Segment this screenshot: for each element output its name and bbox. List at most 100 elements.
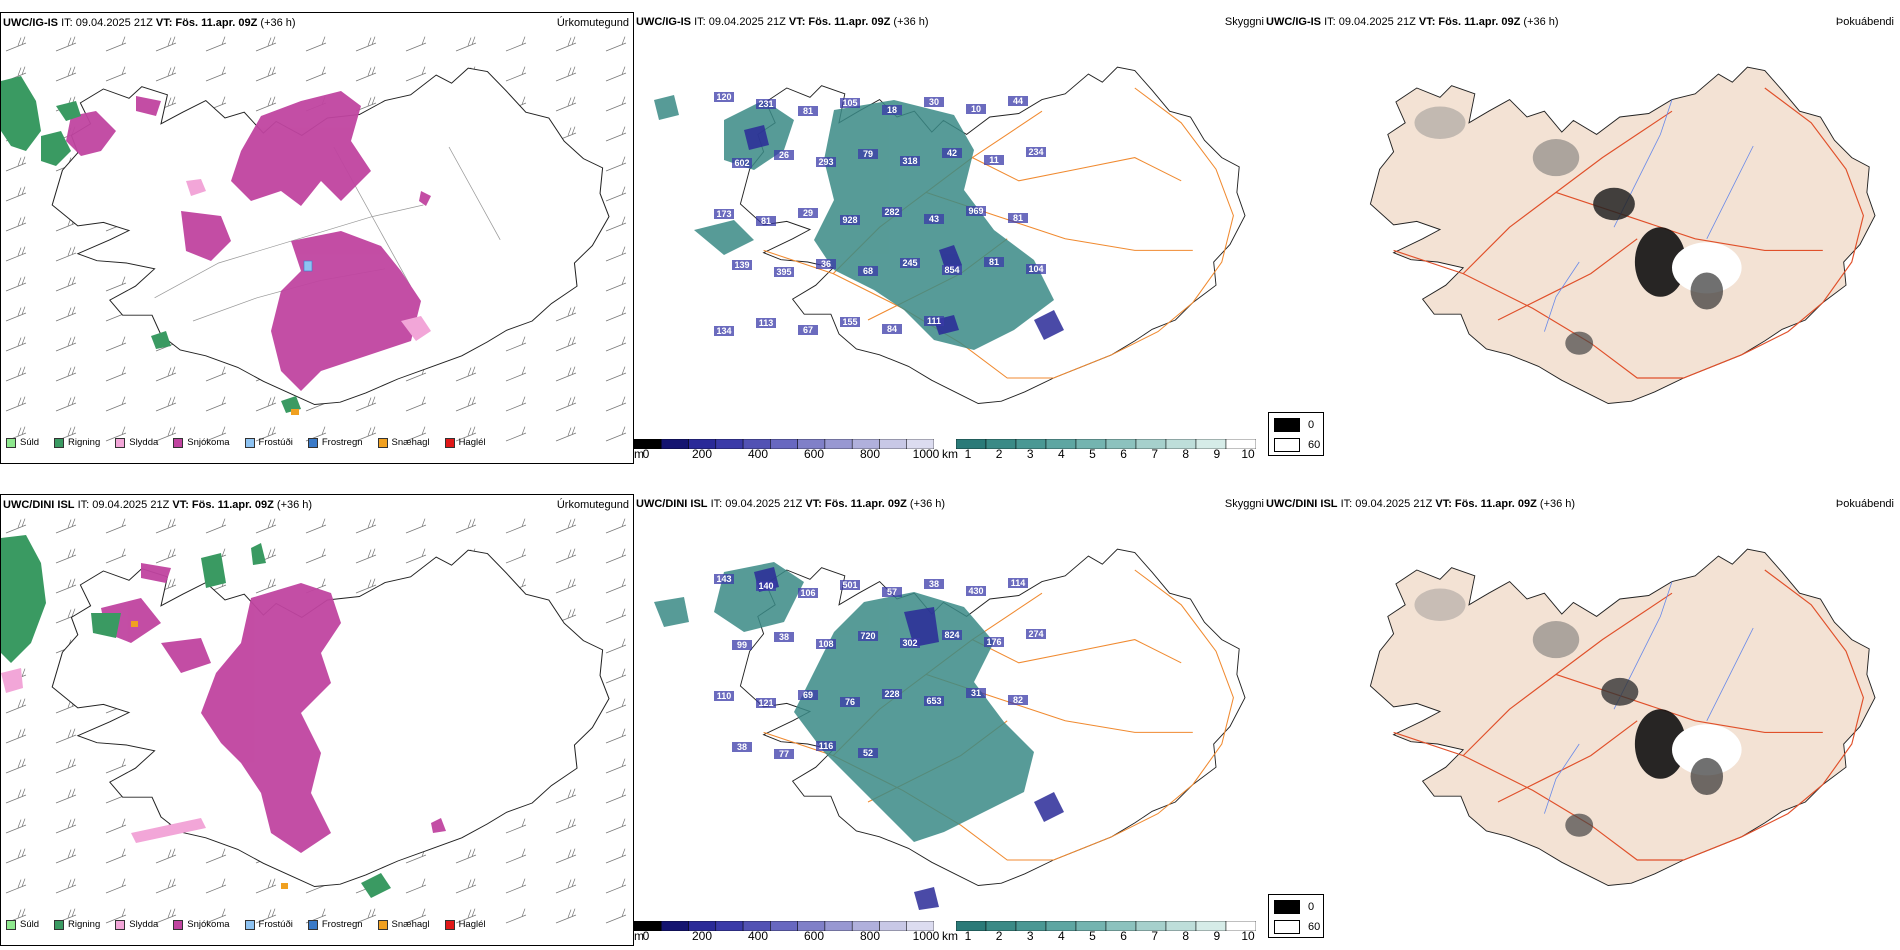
colorbar-segment [770, 438, 798, 450]
colorbar-tick-label: 8 [1182, 929, 1190, 943]
legend-label: Haglél [458, 919, 486, 930]
ceiling-label-bg [756, 581, 776, 591]
colorbar-tick-label: 5 [1089, 447, 1096, 461]
ceiling-value-label: 26 [779, 150, 789, 160]
fog-legend-swatch [1274, 418, 1300, 432]
ceiling-value-label: 104 [1028, 264, 1043, 274]
ceiling-value-label: 395 [776, 267, 791, 277]
colorbar-tick-label: 1 [964, 447, 972, 461]
ceiling-label-bg [714, 92, 734, 102]
valid-label: VT: [1418, 16, 1436, 28]
ceiling-value-label: 121 [758, 698, 773, 708]
ceiling-value-label: 105 [842, 98, 857, 108]
ceiling-value-label: 67 [803, 325, 813, 335]
legend-swatch [244, 437, 255, 448]
ceiling-label-bg [924, 696, 944, 706]
legend-swatch [377, 437, 388, 448]
ceiling-value-label: 928 [842, 215, 857, 225]
ceiling-label-bg [882, 587, 902, 597]
ceiling-map: 120 231 81 105 18 30 10 44 602 26 293 79 318 42 11 234 1… [654, 66, 1246, 405]
valid-time: Fös. 11.apr. 09Z [808, 16, 891, 28]
fog-legend-swatch [1274, 438, 1300, 452]
visibility-unit: km [942, 447, 958, 461]
ceiling-label-bg [984, 637, 1004, 647]
fog-legend-row: 0 [1274, 418, 1314, 432]
ceiling-label-bg [756, 698, 776, 708]
ceiling-value-label: 81 [1013, 213, 1023, 223]
ceiling-labels: 120 231 81 105 18 30 10 44 602 26 293 79 318 42 11 234 1… [714, 92, 1046, 336]
ceiling-value-label: 69 [803, 690, 813, 700]
ceiling-label-bg [774, 749, 794, 759]
valid-time: Fös. 11.apr. 09Z [175, 17, 258, 29]
ceiling-label-bg [1026, 629, 1046, 639]
fog-legend-row: 0 [1274, 900, 1314, 914]
ceiling-label-bg [858, 266, 878, 276]
fog-legend: 0 60 [1268, 412, 1324, 456]
colorbar-segment [1165, 438, 1197, 450]
precip-type-panel-bottom: UWC/DINI ISL IT: 09.04.2025 21Z VT: Fös.… [0, 494, 634, 946]
fog-legend-label: 60 [1308, 921, 1321, 933]
fog-legend-swatch [1274, 900, 1300, 914]
precip-map [1, 518, 627, 924]
colorbar-tick-label: 3 [1026, 447, 1034, 461]
ceiling-label-bg [774, 267, 794, 277]
legend-swatch [173, 919, 184, 930]
ceiling-label-bg [840, 580, 860, 590]
colorbar-segment [715, 920, 744, 932]
valid-label: VT: [1435, 498, 1452, 510]
ceiling-label-bg [900, 258, 920, 268]
legend-label: Haglél [458, 437, 486, 448]
precip-legend: Súld Rigning Slydda Snjókoma Frostúði Fr… [6, 437, 495, 448]
colorbar-tick-label: 800 [859, 447, 881, 461]
ceiling-value-label: 81 [989, 257, 999, 267]
colorbar-tick-label: 7 [1151, 929, 1158, 943]
ceiling-label-bg [1008, 96, 1028, 106]
precip-type-panel-top: UWC/IG-IS IT: 09.04.2025 21Z VT: Fös. 11… [0, 12, 634, 464]
init-time: IT: 09.04.2025 21Z [1340, 498, 1433, 510]
legend-swatch [444, 437, 455, 448]
ceiling-label-bg [942, 148, 962, 158]
rain-areas [1, 76, 301, 413]
ceiling-label-bg [798, 106, 818, 116]
lead-time: (+36 h) [1539, 498, 1576, 510]
ceiling-value-label: 173 [716, 209, 731, 219]
ceiling-label-bg [942, 265, 962, 275]
colorbar-tick-label: 200 [691, 447, 713, 461]
ceiling-label-bg [984, 257, 1004, 267]
ceiling-value-label: 113 [759, 318, 774, 328]
legend-label: Snæhagl [391, 437, 430, 448]
ceiling-labels: 143 140 106 501 57 38 430 114 99 38 108 720 302 824 17… [714, 574, 1046, 759]
colorbar-tick-label: 9 [1213, 447, 1221, 461]
legend-label: Rigning [68, 437, 101, 448]
ceiling-label-bg [966, 104, 986, 114]
lead-time: (+36 h) [276, 499, 313, 511]
ceiling-value-label: 228 [884, 689, 899, 699]
ceiling-value-label: 318 [902, 156, 917, 166]
ceiling-label-bg [966, 206, 986, 216]
legend-swatch [307, 919, 318, 930]
colorbar-tick-label: 800 [859, 929, 881, 943]
ceiling-value-label: 602 [734, 158, 749, 168]
valid-label: VT: [155, 17, 173, 29]
legend-swatch [54, 919, 65, 930]
legend-label: Frostúði [258, 437, 293, 448]
legend-item: Haglél [444, 919, 486, 930]
colorbar-tick-label: 600 [803, 929, 825, 943]
ceiling-label-bg [816, 259, 836, 269]
legend-swatch [244, 919, 255, 930]
ceiling-label-bg [882, 207, 902, 217]
model-name: UWC/DINI ISL [1266, 498, 1338, 510]
valid-label: VT: [788, 16, 806, 28]
colorbar-tick-label: 400 [747, 929, 769, 943]
colorbar-tick-label: 9 [1213, 929, 1221, 943]
init-time: IT: 09.04.2025 21Z [1324, 16, 1416, 28]
ceiling-label-bg [840, 98, 860, 108]
legend-label: Slydda [129, 437, 159, 448]
ceiling-value-label: 29 [803, 208, 813, 218]
ceiling-value-label: 99 [737, 640, 747, 650]
ceiling-colorbar [634, 436, 935, 450]
ceiling-value-label: 57 [887, 587, 897, 597]
ceiling-value-label: 38 [929, 579, 939, 589]
panel-title: Þokuábendi [1835, 498, 1894, 510]
legend-item: Súld [6, 437, 39, 448]
